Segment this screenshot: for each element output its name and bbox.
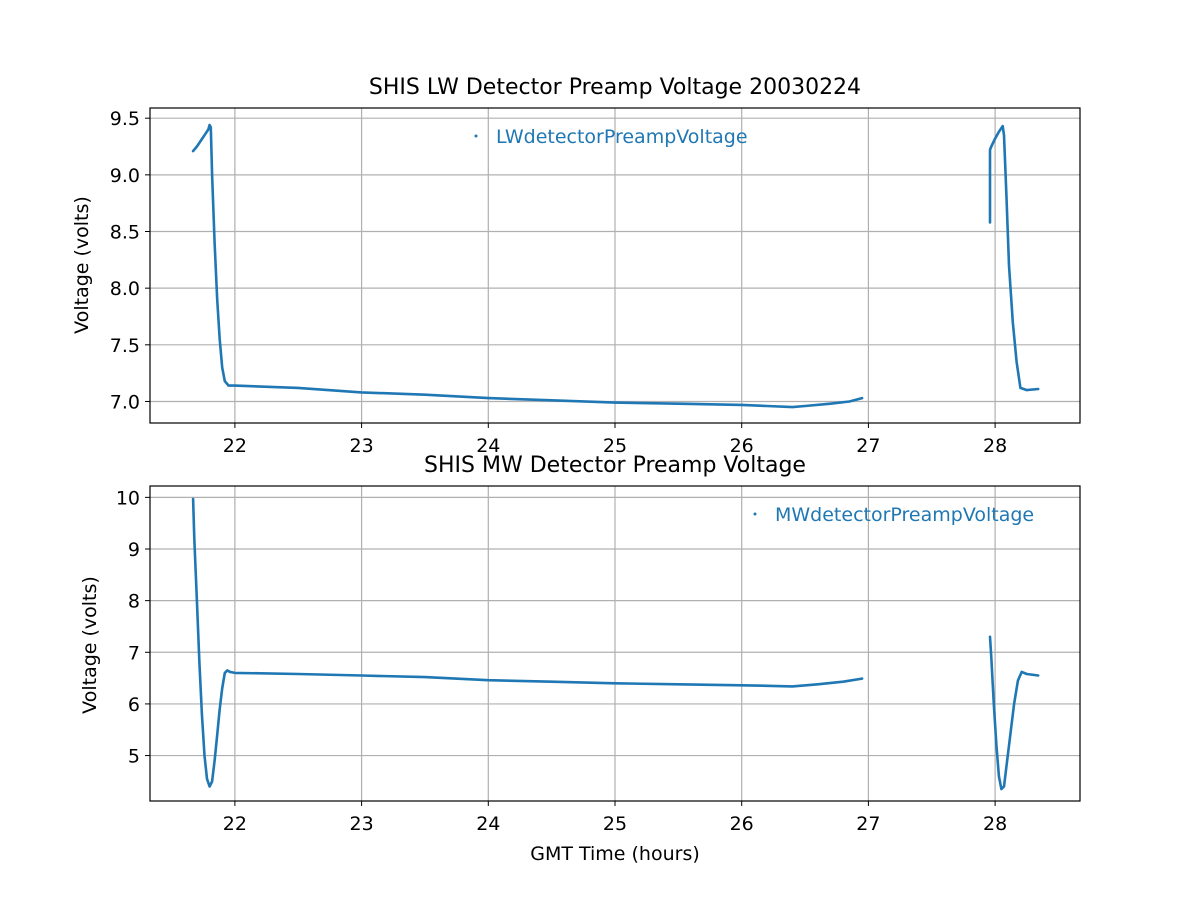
lw-chart-title: SHIS LW Detector Preamp Voltage 20030224 — [369, 75, 861, 100]
mw-x-tick-label: 22 — [223, 813, 247, 835]
mw-y-tick-label: 6 — [128, 694, 140, 716]
mw-grid — [150, 486, 1080, 801]
lw-y-axis-label: Voltage (volts) — [71, 196, 93, 334]
mw-y-axis-label: Voltage (volts) — [79, 576, 101, 714]
mw-y-axis-ticks: 5 6 7 8 9 10 — [116, 487, 150, 768]
lw-legend-marker — [474, 134, 478, 138]
lw-y-tick-label: 7.5 — [110, 335, 140, 357]
lw-y-tick-label: 8.5 — [110, 222, 140, 244]
lw-x-tick-label: 27 — [856, 435, 880, 457]
mw-legend-label: MWdetectorPreampVoltage — [775, 504, 1034, 526]
mw-y-tick-label: 5 — [128, 746, 140, 768]
lw-x-tick-label: 24 — [476, 435, 500, 457]
mw-x-tick-label: 25 — [603, 813, 627, 835]
mw-x-tick-label: 27 — [856, 813, 880, 835]
lw-series-line — [988, 124, 1040, 392]
mw-y-tick-label: 10 — [116, 487, 140, 509]
lw-x-tick-label: 23 — [350, 435, 374, 457]
mw-x-axis-ticks: 22 23 24 25 26 27 28 — [223, 801, 1007, 835]
lw-y-tick-label: 9.5 — [110, 108, 140, 130]
mw-legend-marker — [753, 512, 757, 516]
lw-x-tick-label: 26 — [730, 435, 754, 457]
mw-x-tick-label: 24 — [476, 813, 500, 835]
lw-legend: LWdetectorPreampVoltage — [474, 126, 748, 148]
mw-chart-title: SHIS MW Detector Preamp Voltage — [424, 453, 806, 478]
lw-y-tick-label: 9.0 — [110, 165, 140, 187]
lw-x-tick-label: 25 — [603, 435, 627, 457]
lw-x-tick-label: 22 — [223, 435, 247, 457]
lw-plot-frame — [149, 107, 1081, 424]
lw-x-tick-label: 28 — [983, 435, 1007, 457]
lw-legend-label: LWdetectorPreampVoltage — [496, 126, 748, 148]
lw-y-axis-ticks: 7.0 7.5 8.0 8.5 9.0 9.5 — [110, 108, 150, 413]
mw-x-axis-label: GMT Time (hours) — [530, 843, 700, 865]
lw-y-tick-label: 7.0 — [110, 391, 140, 413]
mw-series-line — [191, 497, 864, 788]
mw-plot-frame — [149, 485, 1081, 802]
mw-y-tick-label: 7 — [128, 642, 140, 664]
mw-data-series — [191, 497, 1040, 791]
mw-x-tick-label: 28 — [983, 813, 1007, 835]
lw-data-series — [191, 123, 1040, 409]
mw-legend: MWdetectorPreampVoltage — [753, 504, 1034, 526]
lw-chart-panel: SHIS LW Detector Preamp Voltage 20030224… — [71, 75, 1081, 457]
mw-chart-panel: SHIS MW Detector Preamp Voltage 22 23 24 25… — [79, 453, 1081, 865]
mw-y-tick-label: 8 — [128, 591, 140, 613]
mw-x-tick-label: 26 — [730, 813, 754, 835]
mw-y-tick-label: 9 — [128, 539, 140, 561]
mw-series-line — [988, 635, 1040, 791]
lw-x-axis-ticks: 22 23 24 25 26 27 28 — [223, 423, 1007, 457]
lw-y-tick-label: 8.0 — [110, 278, 140, 300]
lw-series-line — [191, 123, 864, 409]
mw-x-tick-label: 23 — [350, 813, 374, 835]
